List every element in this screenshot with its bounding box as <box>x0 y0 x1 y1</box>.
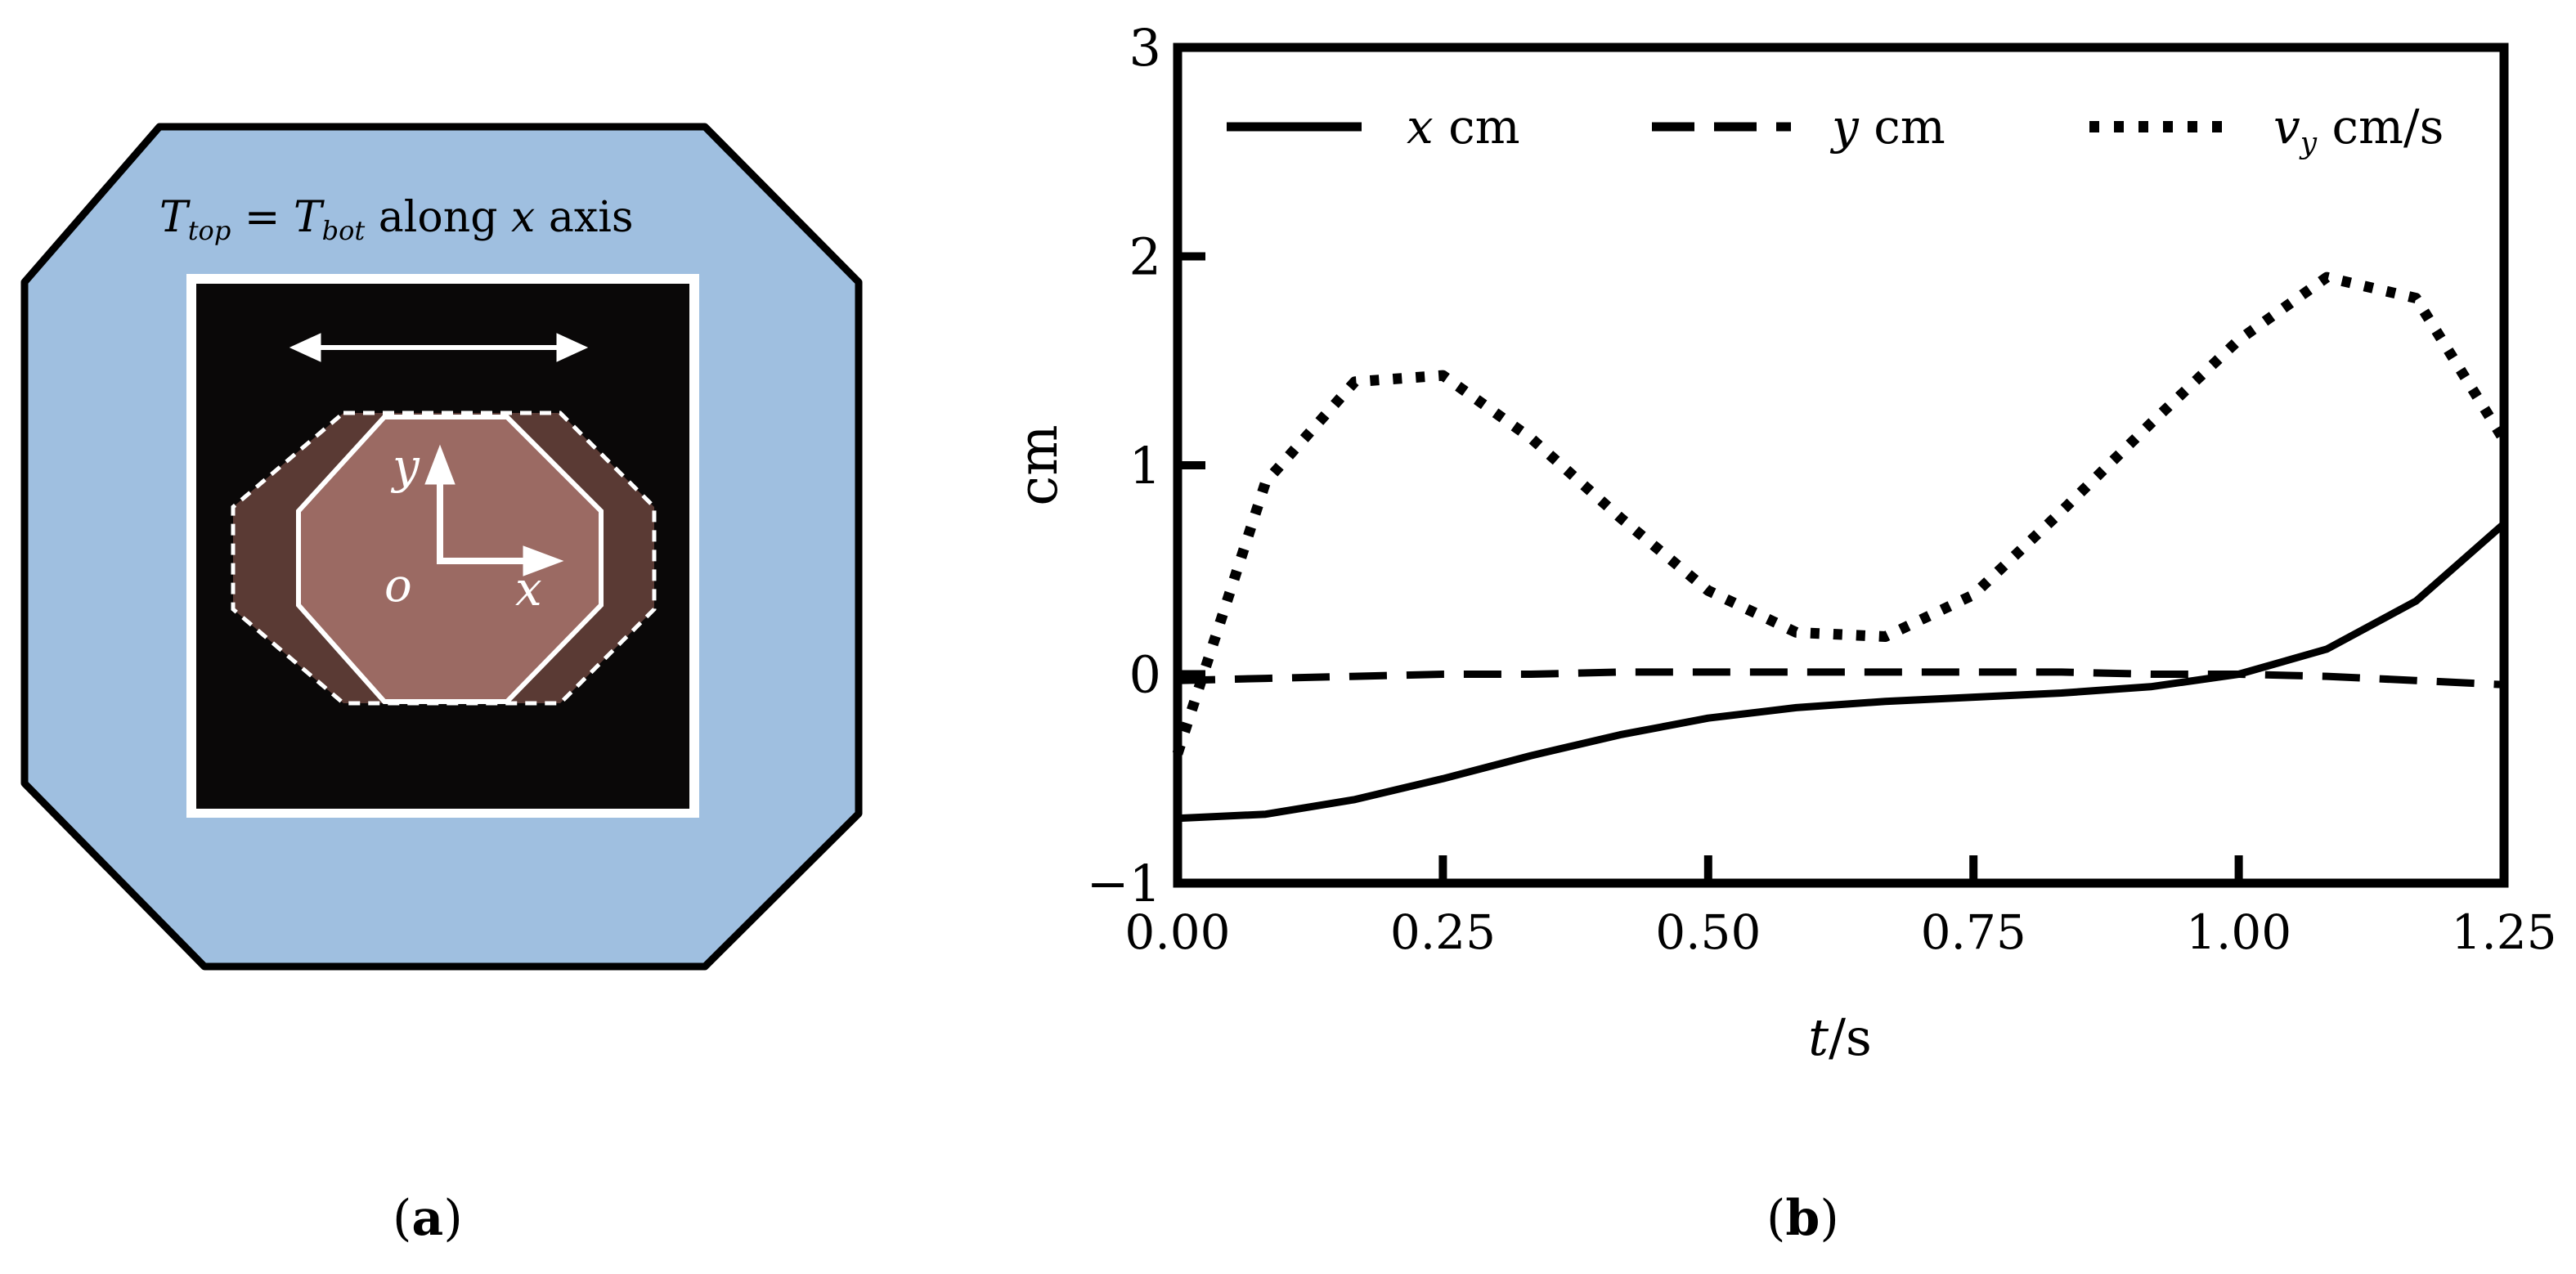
series-line-y <box>1177 668 2505 689</box>
plot-frame <box>1173 43 2509 888</box>
x-tick-label: 1.25 <box>2451 904 2556 960</box>
title-t1: T <box>159 193 191 242</box>
series-layer <box>1172 271 2509 823</box>
x-tick-label: 0.75 <box>1921 904 2026 960</box>
caption-a-letter: a <box>411 1190 443 1247</box>
panel-a: y x o Ttop = Tbot along x axis (a) <box>20 123 863 1247</box>
panel-a-title: Ttop = Tbot along x axis <box>159 193 634 246</box>
label-y: y <box>390 438 420 494</box>
title-along: along <box>365 193 511 242</box>
x-axis-label-unit: /s <box>1829 1007 1872 1067</box>
legend-vy-unit: cm/s <box>2317 99 2444 155</box>
caption-b-open: ( <box>1766 1190 1785 1247</box>
legend-x-unit: cm <box>1434 99 1520 155</box>
solid-inner-outline <box>296 415 604 704</box>
caption-a: (a) <box>393 1190 463 1247</box>
x-tick-label: 0.50 <box>1655 904 1761 960</box>
caption-b-close: ) <box>1820 1190 1838 1247</box>
y-tick-label: 2 <box>1129 227 1161 287</box>
x-tick-label: 0.25 <box>1390 904 1496 960</box>
label-o: o <box>384 559 412 612</box>
y-tick-label: 0 <box>1129 645 1161 705</box>
legend-label-x: x cm <box>1407 99 1520 155</box>
series-line-x <box>1177 521 2506 823</box>
title-t2: T <box>294 193 325 242</box>
x-axis: 0.00 0.25 0.50 0.75 1.00 1.25 <box>1124 855 2557 960</box>
legend-label-y: y cm <box>1829 99 1945 155</box>
title-sub2: bot <box>322 215 366 246</box>
title-x: x <box>511 193 535 242</box>
caption-b-letter: b <box>1785 1190 1820 1247</box>
x-tick-label: 1.00 <box>2186 904 2291 960</box>
legend-y-unit: cm <box>1859 99 1945 155</box>
y-axis: −1 0 1 2 3 <box>1087 18 1205 913</box>
series-line-vy <box>1172 271 2509 756</box>
panel-b: 0.00 0.25 0.50 0.75 1.00 1.25 −1 0 1 2 3 x cm y c… <box>1007 18 2557 1247</box>
legend-vy-sub: y <box>2299 127 2318 160</box>
x-axis-label-var: t <box>1808 1007 1829 1067</box>
y-tick-label: 1 <box>1129 436 1161 496</box>
title-axis: axis <box>535 193 633 242</box>
legend: x cm y cm vy cm/s <box>1227 99 2444 160</box>
legend-label-vy: vy cm/s <box>2273 99 2444 160</box>
x-tick-label: 0.00 <box>1124 904 1230 960</box>
caption-b: (b) <box>1766 1190 1839 1247</box>
x-arrow-icon <box>437 545 564 576</box>
title-eq: = <box>231 193 294 242</box>
y-axis-label: cm <box>1007 424 1070 506</box>
dashed-outline <box>231 410 657 706</box>
y-tick-label: 3 <box>1129 18 1161 78</box>
title-sub1: top <box>188 215 231 246</box>
x-axis-label: t/s <box>1808 1007 1872 1067</box>
legend-vy-var: v <box>2273 99 2300 155</box>
caption-a-close: ) <box>443 1190 462 1247</box>
label-x: x <box>515 561 542 617</box>
double-arrow-icon <box>289 333 589 362</box>
caption-a-open: ( <box>393 1190 411 1247</box>
legend-y-var: y <box>1829 99 1860 155</box>
legend-x-var: x <box>1407 99 1434 155</box>
y-arrow-icon <box>424 444 456 564</box>
y-tick-label: −1 <box>1087 854 1161 913</box>
